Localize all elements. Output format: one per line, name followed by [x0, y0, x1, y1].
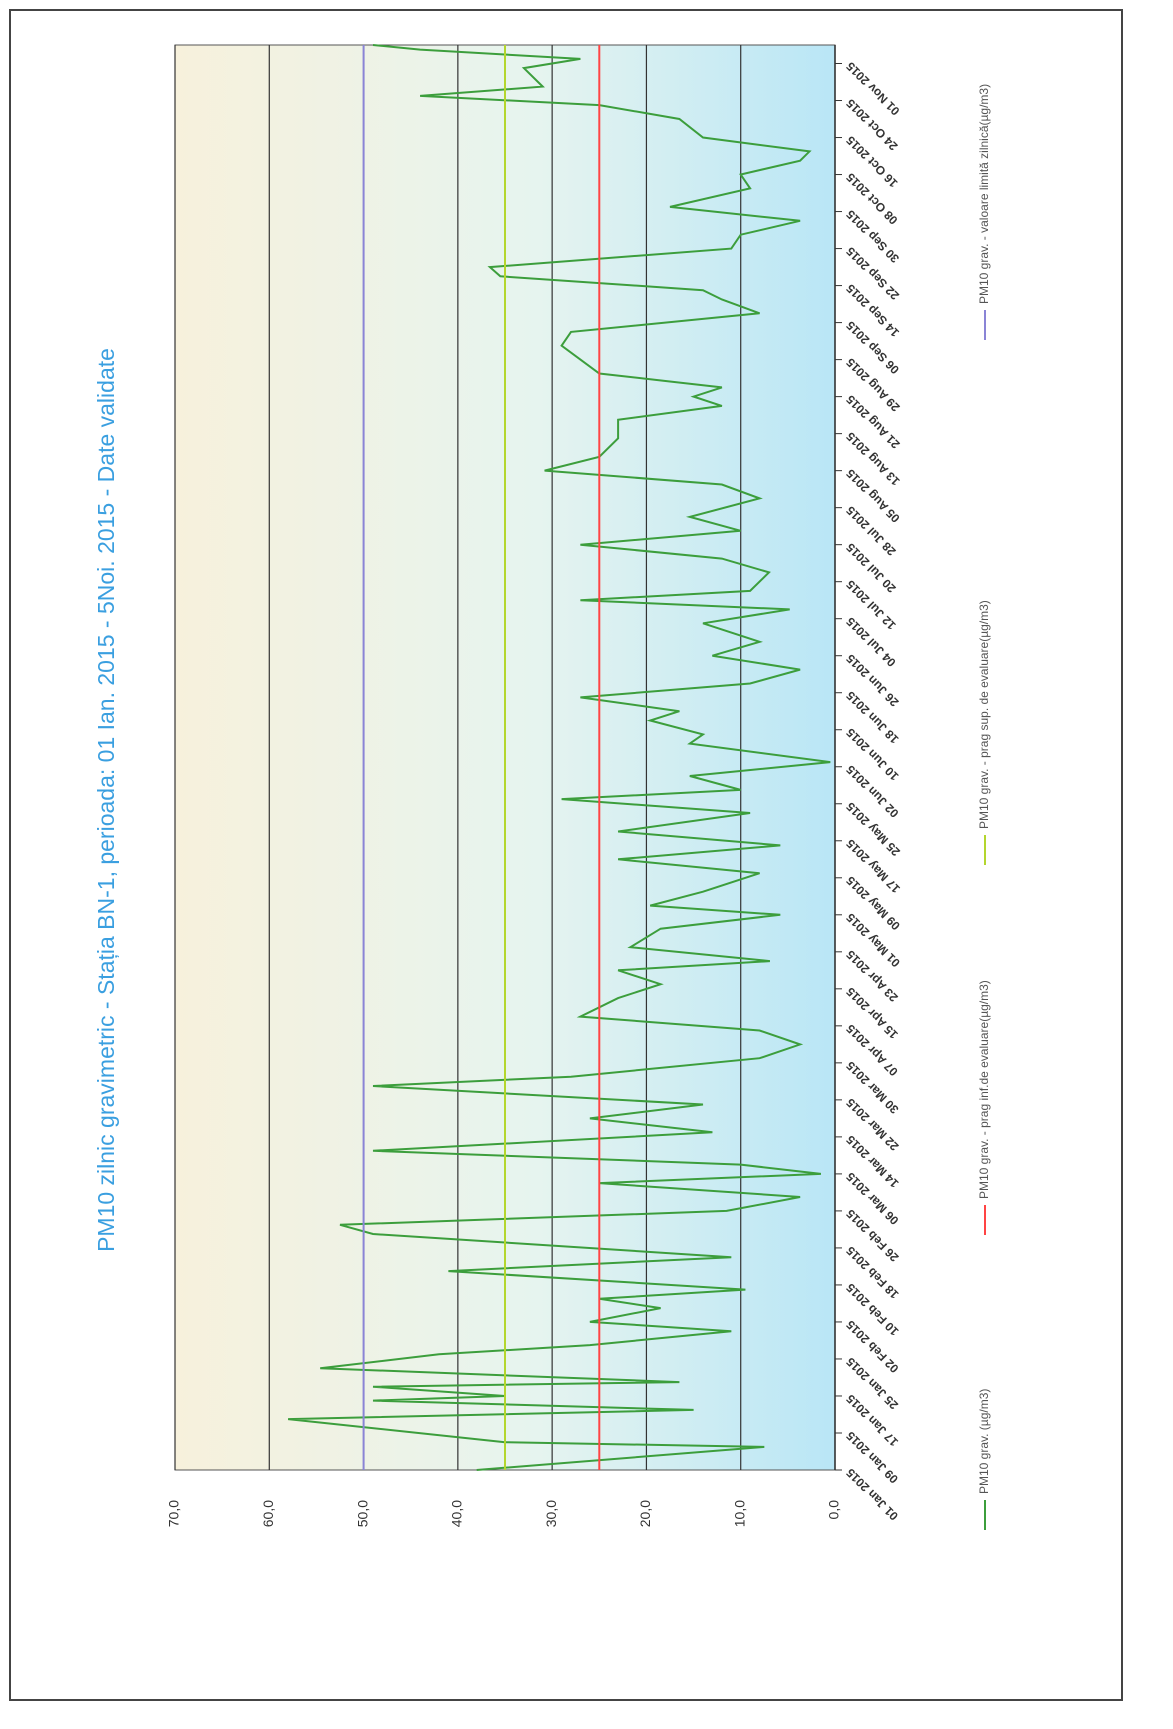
legend-label: PM10 grav. - prag inf.de evaluare(µg/m3)	[977, 980, 991, 1199]
y-tick-label: 30,0	[543, 1500, 559, 1527]
y-tick-label: 40,0	[449, 1500, 465, 1527]
y-tick-label: 10,0	[731, 1500, 747, 1527]
chart-title: PM10 zilnic gravimetric - Stația BN-1, p…	[93, 348, 119, 1252]
data-line	[287, 44, 831, 1471]
plot-group: PM10 zilnic gravimetric - Stația BN-1, p…	[45, 44, 991, 1530]
legend-label: PM10 grav. - prag sup. de evaluare(µg/m3…	[977, 600, 991, 829]
legend-label: PM10 grav. (µg/m3)	[977, 1389, 991, 1494]
y-tick-label: 50,0	[354, 1500, 370, 1527]
y-tick-label: 70,0	[166, 1500, 182, 1527]
y-tick-label: 0,0	[826, 1500, 842, 1520]
y-tick-label: 60,0	[260, 1500, 276, 1527]
legend-label: PM10 grav. - valoare limită zilnică(µg/m…	[977, 84, 991, 304]
y-tick-label: 20,0	[637, 1500, 653, 1527]
frame	[9, 9, 1123, 1701]
